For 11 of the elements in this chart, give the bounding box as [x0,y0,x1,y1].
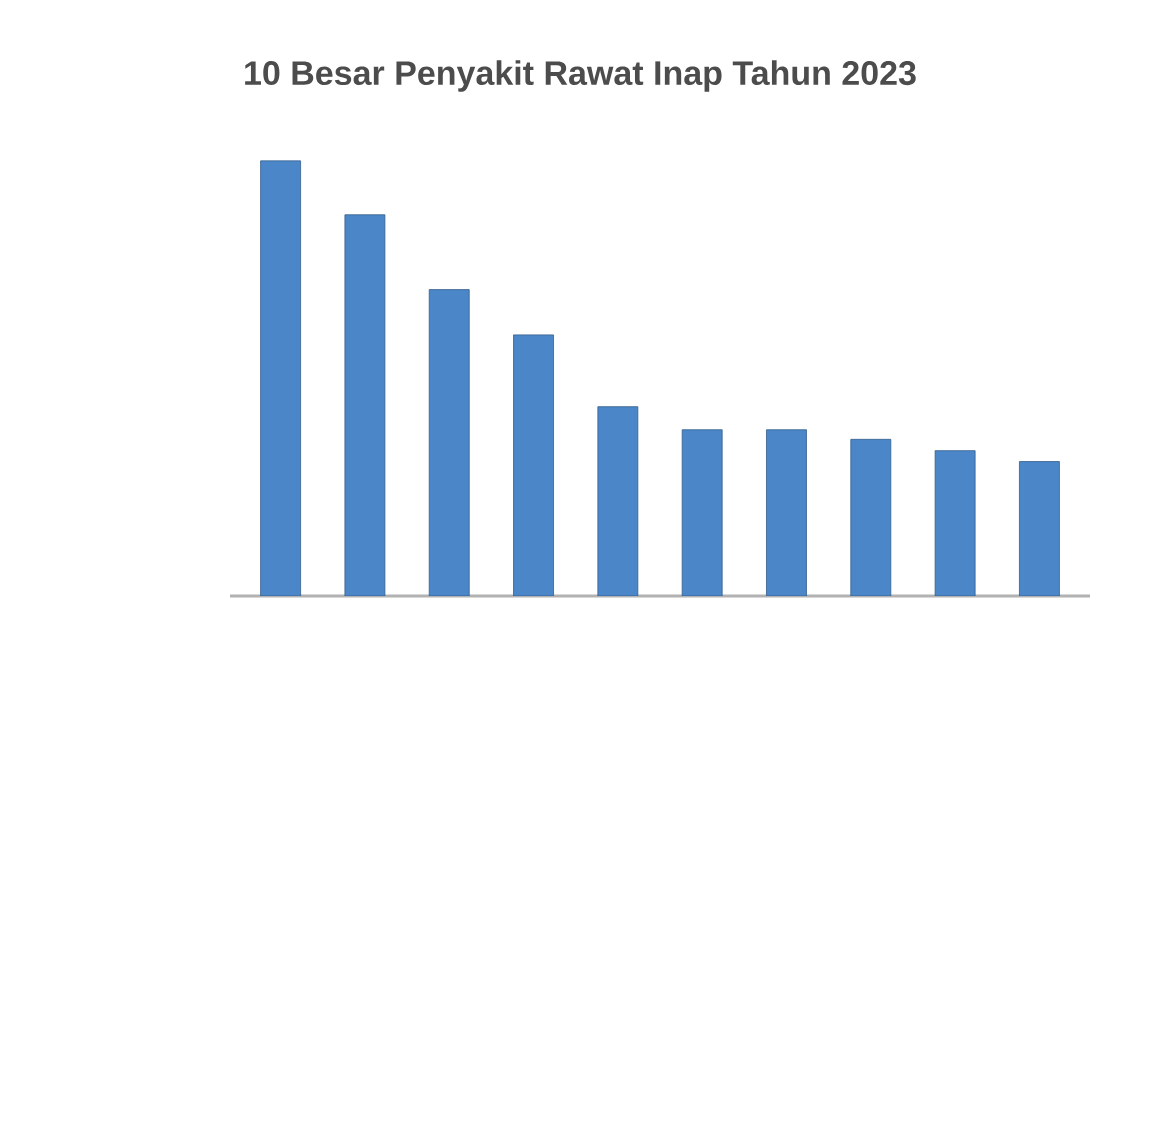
bar [344,214,386,596]
bar [934,450,976,596]
bar [1019,461,1060,596]
bar [681,429,723,596]
bar [260,160,301,596]
bar [428,289,470,596]
bar [597,406,639,596]
bar [513,334,554,596]
bar [766,429,807,596]
bar [850,438,892,596]
chart-title: 10 Besar Penyakit Rawat Inap Tahun 2023 [245,60,916,92]
